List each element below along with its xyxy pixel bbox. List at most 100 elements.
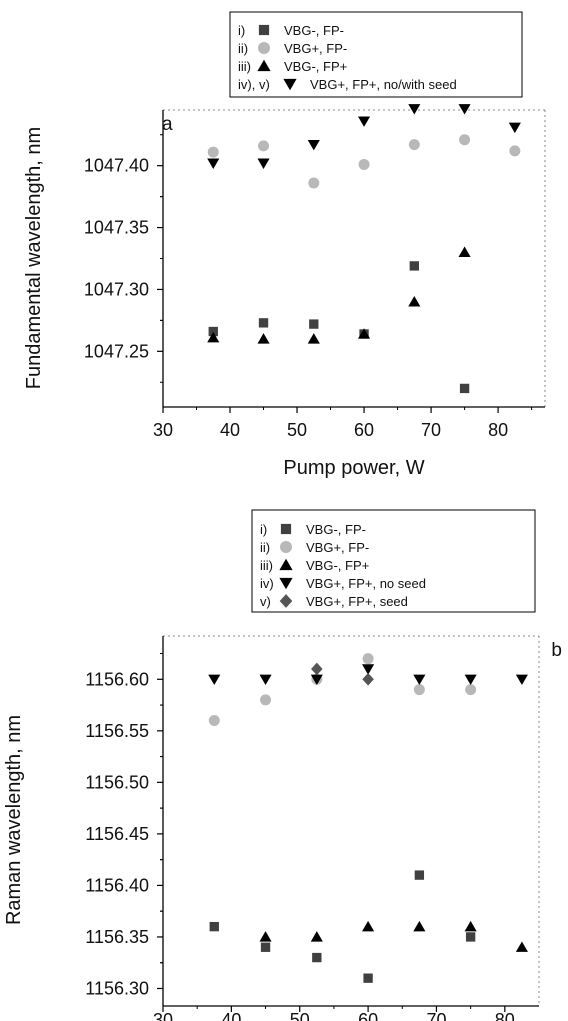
data-point-triangle-up: [259, 931, 272, 942]
legend-marker-diamond: [279, 594, 293, 608]
legend-entry-label: VBG+, FP+, no seed: [306, 576, 426, 591]
y-tick-label: 1156.40: [85, 875, 149, 895]
panel-label: a: [162, 114, 173, 135]
legend-marker-triangle-down: [283, 78, 297, 91]
legend-entry-label: VBG+, FP+, seed: [306, 594, 408, 609]
x-tick-label: 60: [358, 1010, 378, 1021]
data-point-square: [465, 932, 476, 942]
data-point-circle: [408, 139, 420, 151]
x-axis-label: Pump power, W: [283, 457, 424, 479]
data-point-square: [309, 319, 319, 329]
y-tick-label: 1047.25: [84, 341, 149, 361]
legend-entry-label: VBG-, FP+: [284, 59, 347, 74]
legend-entry-label: VBG+, FP+, no/with seed: [310, 77, 457, 92]
data-point-triangle-up: [257, 333, 270, 344]
data-point-diamond: [362, 672, 374, 686]
data-point-triangle-down: [208, 674, 221, 686]
x-tick-label: 70: [426, 1010, 446, 1021]
chart-panel-a: 30 40 50 60 70 80 1047.25 1047.30 1047.35 1047.40…: [23, 11, 546, 479]
data-point-triangle-down: [515, 674, 528, 686]
legend-marker-circle: [280, 541, 292, 553]
legend-marker-triangle-up: [257, 59, 271, 72]
x-tick-label: 60: [354, 420, 374, 440]
legend-entry-index: iv): [260, 576, 274, 591]
data-point-square: [260, 942, 271, 952]
data-point-triangle-down: [259, 674, 272, 686]
data-point-triangle-up: [358, 328, 371, 339]
x-tick-label: 50: [290, 1010, 310, 1021]
legend-entry-label: VBG-, FP-: [284, 23, 344, 38]
data-point-triangle-up: [515, 941, 528, 952]
x-tick-label: 30: [153, 1010, 173, 1021]
x-tick-label: 40: [220, 420, 240, 440]
data-point-triangle-down: [358, 116, 371, 127]
legend-entry-index: i): [238, 23, 245, 38]
data-point-diamond: [311, 662, 323, 676]
data-point-triangle-up: [413, 920, 426, 932]
y-tick-label: 1156.60: [85, 669, 149, 689]
data-point-circle: [358, 158, 370, 170]
x-tick-label: 30: [153, 420, 173, 440]
data-point-triangle-up: [307, 333, 320, 344]
data-point-triangle-down: [458, 104, 471, 115]
data-point-triangle-up: [464, 920, 477, 932]
data-point-triangle-down: [207, 158, 220, 169]
data-point-triangle-down: [310, 674, 323, 686]
data-point-circle: [208, 715, 220, 727]
x-tick-label: 40: [221, 1010, 241, 1021]
legend-entry-index: ii): [260, 540, 270, 555]
data-point-triangle-up: [362, 920, 375, 932]
y-tick-label: 1047.40: [84, 156, 149, 176]
y-tick-label: 1156.35: [85, 927, 149, 947]
legend-entry-label: VBG-, FP+: [306, 558, 369, 573]
data-point-square: [409, 261, 419, 271]
data-point-circle: [362, 653, 374, 665]
legend-marker-triangle-up: [279, 558, 293, 571]
data-point-triangle-down: [408, 104, 421, 115]
data-point-square: [312, 952, 322, 963]
legend-entry-index: i): [260, 522, 267, 537]
data-point-square: [209, 921, 219, 932]
data-point-circle: [260, 694, 272, 706]
y-tick-label: 1156.45: [85, 824, 149, 844]
data-point-triangle-down: [307, 139, 320, 151]
data-point-circle: [459, 134, 471, 146]
data-point-triangle-up: [207, 331, 220, 343]
legend-entry-index: iii): [238, 59, 251, 74]
data-point-square: [414, 870, 425, 880]
legend-entry-label: VBG+, FP-: [306, 540, 369, 555]
data-point-triangle-down: [362, 664, 375, 675]
legend-entry-label: VBG+, FP-: [284, 41, 347, 56]
legend-marker-square: [258, 24, 270, 36]
data-point-circle: [413, 684, 425, 696]
panel-label: b: [551, 640, 562, 661]
x-tick-label: 70: [421, 420, 441, 440]
data-point-square: [459, 383, 470, 394]
legend-entry-index: v): [260, 594, 271, 609]
data-point-square: [258, 318, 269, 328]
y-tick-label: 1047.35: [84, 218, 149, 238]
x-tick-label: 50: [287, 420, 307, 440]
legend-entry-index: iv), v): [238, 77, 270, 92]
legend-entry-index: iii): [260, 558, 273, 573]
data-point-triangle-up: [408, 296, 421, 307]
x-tick-label: 80: [495, 1010, 515, 1021]
data-point-square: [363, 973, 373, 983]
y-tick-label: 1156.30: [85, 978, 149, 998]
chart-panel-b: 30 40 50 60 70 80 1156.30 1156.35 1156.40 1156.45…: [3, 509, 562, 1021]
data-point-triangle-down: [508, 122, 521, 134]
y-tick-label: 1156.50: [85, 772, 149, 792]
data-point-circle: [207, 146, 219, 158]
data-point-triangle-up: [310, 931, 323, 942]
x-tick-label: 80: [488, 420, 508, 440]
data-point-triangle-down: [257, 158, 270, 169]
legend-marker-triangle-down: [279, 577, 293, 590]
legend-entry-label: VBG-, FP-: [306, 522, 366, 537]
legend-entry-index: ii): [238, 41, 248, 56]
data-point-circle: [258, 140, 270, 152]
data-point-circle: [308, 177, 320, 189]
data-point-triangle-down: [464, 674, 477, 686]
y-tick-label: 1047.30: [84, 279, 149, 299]
y-tick-label: 1156.55: [85, 721, 149, 741]
